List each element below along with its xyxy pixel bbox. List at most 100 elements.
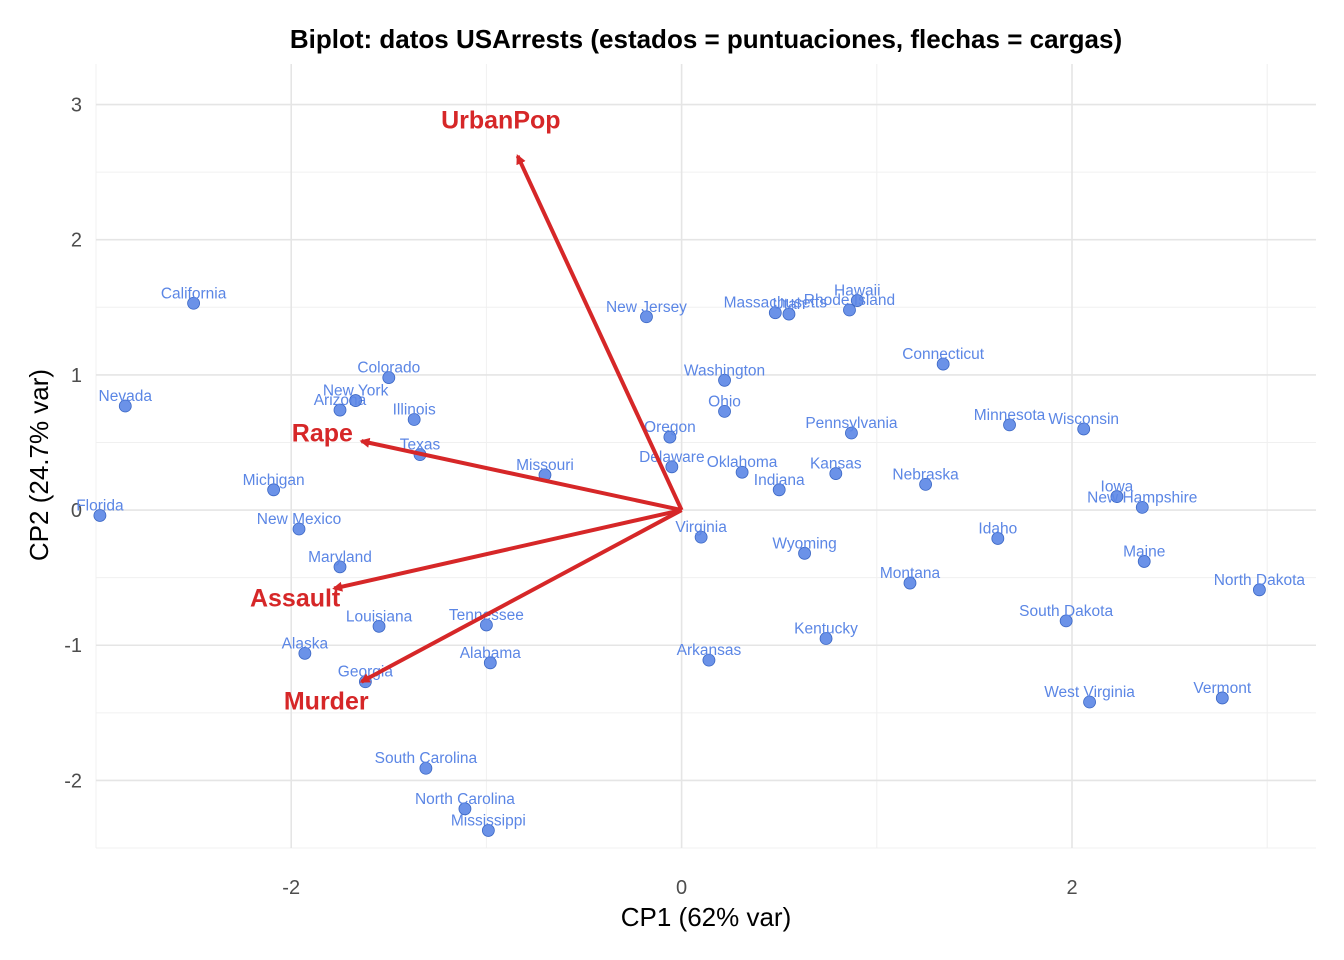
state-point xyxy=(768,306,782,320)
state-label: Georgia xyxy=(338,664,394,681)
state-point xyxy=(93,509,107,522)
x-axis-title: CP1 (62% var) xyxy=(621,902,792,932)
state-point xyxy=(483,656,497,670)
state-label: Nevada xyxy=(99,388,153,405)
state-label: Kentucky xyxy=(794,620,858,637)
state-point xyxy=(665,460,679,474)
state-label: Mississippi xyxy=(451,812,526,829)
state-point xyxy=(702,653,716,667)
state-label: Colorado xyxy=(357,360,420,377)
loading-label: Murder xyxy=(284,688,369,716)
state-label: Wisconsin xyxy=(1048,411,1119,428)
loading-arrow xyxy=(332,508,683,592)
loading-arrows: Murder Assault UrbanPop Rape xyxy=(250,107,684,716)
state-point xyxy=(718,373,731,387)
state-label: Maryland xyxy=(308,549,372,566)
state-label: Iowa xyxy=(1101,479,1134,496)
state-point xyxy=(187,296,201,310)
loading-label: Rape xyxy=(292,420,353,448)
state-point xyxy=(694,530,708,544)
state-label: New Jersey xyxy=(606,299,687,316)
state-label: Minnesota xyxy=(974,407,1046,424)
state-label: Connecticut xyxy=(902,346,985,363)
state-label: Indiana xyxy=(754,472,805,489)
state-point xyxy=(407,413,421,426)
y-tick-label: -2 xyxy=(64,770,82,792)
state-point xyxy=(1083,695,1096,709)
state-label: North Dakota xyxy=(1214,572,1306,589)
state-label: Ohio xyxy=(708,393,741,410)
state-label: Wyoming xyxy=(772,535,836,552)
state-label: South Carolina xyxy=(375,750,478,767)
state-label: Alaska xyxy=(282,635,329,652)
state-label: Massachusetts xyxy=(724,295,828,312)
y-tick-label: 2 xyxy=(71,230,82,252)
state-label: North Carolina xyxy=(415,791,515,808)
state-point xyxy=(382,371,396,385)
state-point xyxy=(640,310,653,324)
state-point xyxy=(1110,490,1124,503)
x-tick-label: -2 xyxy=(282,877,300,899)
state-point xyxy=(1215,691,1229,705)
state-point xyxy=(419,761,433,775)
state-point xyxy=(1003,418,1016,432)
state-label: Arkansas xyxy=(677,642,742,659)
state-point xyxy=(267,483,281,497)
state-point xyxy=(772,483,786,497)
state-point xyxy=(991,532,1005,545)
state-label: Hawaii xyxy=(834,283,881,300)
state-label: Missouri xyxy=(516,457,574,474)
loading-label: UrbanPop xyxy=(441,107,560,135)
state-point xyxy=(1252,583,1266,597)
state-point xyxy=(798,546,811,560)
state-point xyxy=(458,802,472,816)
state-point xyxy=(819,632,833,645)
state-label: Texas xyxy=(400,437,441,454)
state-label: Rhode Island xyxy=(804,292,895,309)
state-point xyxy=(735,465,749,479)
state-label: New Hampshire xyxy=(1087,489,1197,506)
state-label: New York xyxy=(323,383,389,400)
state-point xyxy=(919,477,932,491)
x-tick-label: 0 xyxy=(676,877,687,899)
state-label: Louisiana xyxy=(346,608,413,625)
y-axis-ticks: -2 -1 0 1 2 3 xyxy=(64,95,82,793)
state-point xyxy=(903,576,917,590)
state-point xyxy=(845,426,858,440)
x-tick-label: 2 xyxy=(1066,877,1077,899)
state-label: Vermont xyxy=(1193,680,1251,697)
state-label: Oklahoma xyxy=(707,454,778,471)
y-tick-label: 0 xyxy=(71,500,82,522)
state-label: California xyxy=(161,285,227,302)
y-axis-title: CP2 (24.7% var) xyxy=(24,369,54,561)
state-point xyxy=(298,646,312,660)
state-label: Pennsylvania xyxy=(805,415,898,432)
chart-title: Biplot: datos USArrests (estados = puntu… xyxy=(290,24,1122,54)
y-tick-label: 1 xyxy=(71,365,82,387)
state-label: West Virginia xyxy=(1044,684,1135,701)
state-label: Nebraska xyxy=(892,466,959,483)
state-label: Oregon xyxy=(644,419,696,436)
state-point xyxy=(333,560,347,574)
state-point xyxy=(479,618,493,632)
state-point xyxy=(1135,500,1149,514)
state-point xyxy=(850,294,864,307)
state-label: South Dakota xyxy=(1019,603,1113,620)
state-label: Michigan xyxy=(243,472,305,489)
state-label: Maine xyxy=(1123,543,1165,560)
state-label: Illinois xyxy=(393,402,436,419)
state-point xyxy=(1137,555,1151,568)
state-point xyxy=(936,357,950,371)
loading-arrow xyxy=(515,154,684,511)
state-point xyxy=(372,619,386,633)
state-point xyxy=(829,467,843,480)
state-point xyxy=(782,307,796,321)
state-point xyxy=(663,430,677,444)
state-label: Kansas xyxy=(810,456,862,473)
loading-label: Assault xyxy=(250,584,341,612)
major-gridlines xyxy=(96,64,1316,848)
state-point xyxy=(333,403,347,417)
state-point xyxy=(349,394,363,407)
state-point xyxy=(1059,614,1073,628)
